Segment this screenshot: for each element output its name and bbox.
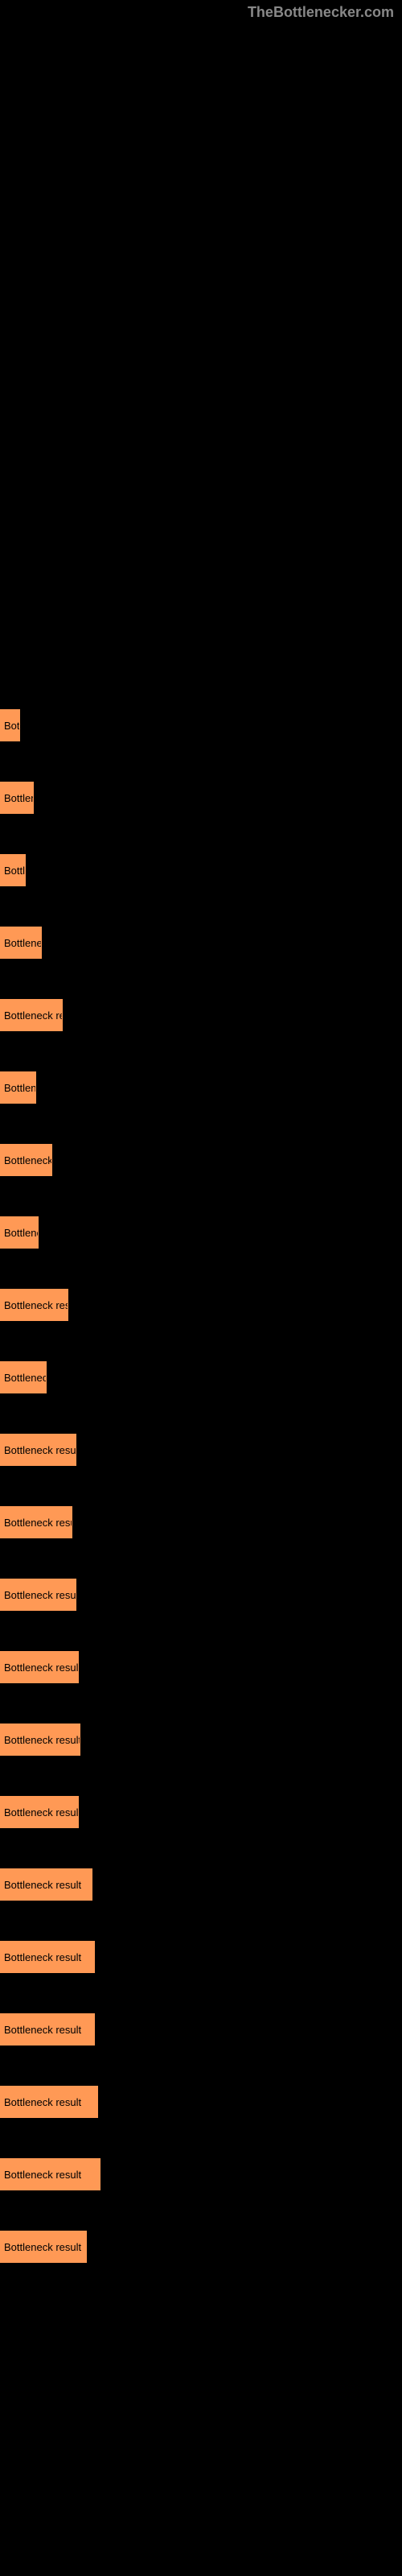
bar-row: Bottleneck xyxy=(0,1361,402,1393)
bar: Bottleneck result xyxy=(0,1579,76,1611)
bar-row: Bottleneck result xyxy=(0,1796,402,1828)
bar-row: Bottleneck result xyxy=(0,2231,402,2263)
bar-row: Bottleneck result xyxy=(0,1579,402,1611)
bar-row: Bottleneck result xyxy=(0,1868,402,1901)
bar-row: Bottlene xyxy=(0,1216,402,1249)
bar: Bottleneck result xyxy=(0,2013,95,2046)
bar-row: Bottleneck result xyxy=(0,2013,402,2046)
bar-row: Bottleneck result xyxy=(0,1651,402,1683)
bar: Bottleneck result xyxy=(0,1868,92,1901)
bar: Bottleneck result xyxy=(0,1506,72,1538)
bar-row: Bottleneck result xyxy=(0,1506,402,1538)
bar: Bottlene xyxy=(0,1216,39,1249)
bar: Bottleneck xyxy=(0,1361,47,1393)
bar: Bottleneck result xyxy=(0,1724,80,1756)
bar-row: Bottlenec xyxy=(0,1071,402,1104)
bar: Bottleneck result xyxy=(0,1941,95,1973)
bar-row: Bottleneck result xyxy=(0,2086,402,2118)
bar: Bottlenec xyxy=(0,1071,36,1104)
bar-row: Bott xyxy=(0,709,402,741)
top-spacer xyxy=(0,25,402,709)
bar-row: Bottleneck result xyxy=(0,2158,402,2190)
bar: Bottleneck result xyxy=(0,2086,98,2118)
bar: Bottleneck result xyxy=(0,1796,79,1828)
bar: Bottleneck result xyxy=(0,1434,76,1466)
bar-row: Bottleneck result xyxy=(0,1434,402,1466)
bar-row: Bottle xyxy=(0,854,402,886)
bar-row: Bottleneck r xyxy=(0,1144,402,1176)
bar: Bottleneck r xyxy=(0,1144,52,1176)
bar: Bottleneck result xyxy=(0,2231,87,2263)
bar: Bottleneck xyxy=(0,927,42,959)
bar-row: Bottleneck res xyxy=(0,1289,402,1321)
bar: Bottleneck re xyxy=(0,999,63,1031)
bar: Bottleneck result xyxy=(0,2158,100,2190)
bar-row: Bottleneck xyxy=(0,927,402,959)
bar-row: Bottlene xyxy=(0,782,402,814)
bar: Bott xyxy=(0,709,20,741)
watermark: TheBottlenecker.com xyxy=(0,0,402,25)
bar-row: Bottleneck re xyxy=(0,999,402,1031)
bar: Bottlene xyxy=(0,782,34,814)
bar: Bottle xyxy=(0,854,26,886)
bar: Bottleneck result xyxy=(0,1651,79,1683)
bar-row: Bottleneck result xyxy=(0,1941,402,1973)
bar-row: Bottleneck result xyxy=(0,1724,402,1756)
bottleneck-chart: Bott Bottlene Bottle Bottleneck Bottleneck r… xyxy=(0,709,402,2263)
bar: Bottleneck res xyxy=(0,1289,68,1321)
